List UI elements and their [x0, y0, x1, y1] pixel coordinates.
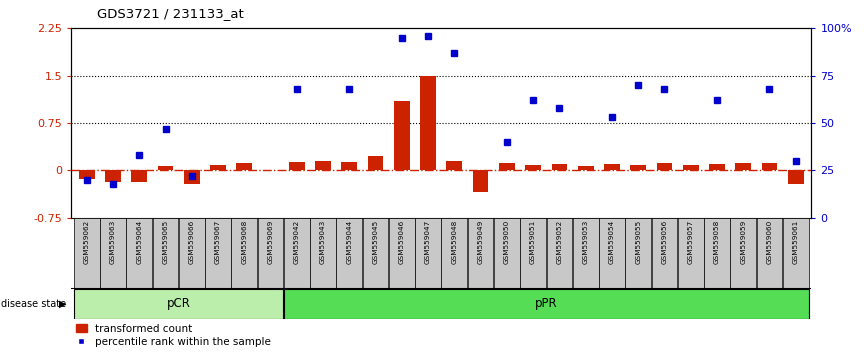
FancyBboxPatch shape: [389, 218, 415, 288]
Bar: [420, 76, 436, 170]
FancyBboxPatch shape: [442, 218, 468, 288]
FancyBboxPatch shape: [258, 218, 283, 288]
FancyBboxPatch shape: [126, 218, 152, 288]
Bar: [499, 163, 514, 170]
Bar: [604, 164, 620, 170]
Bar: [473, 170, 488, 193]
Bar: [132, 170, 147, 182]
Text: GSM559046: GSM559046: [399, 220, 404, 264]
Text: GSM559059: GSM559059: [740, 220, 746, 264]
Bar: [79, 170, 94, 178]
Bar: [315, 161, 331, 170]
Bar: [552, 164, 567, 170]
Text: GSM559048: GSM559048: [451, 220, 457, 264]
FancyBboxPatch shape: [678, 218, 703, 288]
FancyBboxPatch shape: [415, 218, 441, 288]
Bar: [289, 162, 305, 170]
Text: GSM559062: GSM559062: [84, 220, 90, 264]
Text: GSM559068: GSM559068: [242, 220, 248, 264]
FancyBboxPatch shape: [284, 289, 809, 319]
FancyBboxPatch shape: [152, 218, 178, 288]
Text: GSM559052: GSM559052: [556, 220, 562, 264]
Text: GSM559042: GSM559042: [294, 220, 300, 264]
Text: pPR: pPR: [535, 297, 558, 310]
FancyBboxPatch shape: [205, 218, 231, 288]
FancyBboxPatch shape: [546, 218, 572, 288]
FancyBboxPatch shape: [468, 218, 494, 288]
FancyBboxPatch shape: [704, 218, 730, 288]
Bar: [735, 163, 751, 170]
Bar: [341, 162, 357, 170]
Bar: [210, 165, 226, 170]
FancyBboxPatch shape: [100, 218, 126, 288]
FancyBboxPatch shape: [783, 218, 809, 288]
Text: pCR: pCR: [167, 297, 191, 310]
Text: GSM559054: GSM559054: [609, 220, 615, 264]
Text: GSM559064: GSM559064: [136, 220, 142, 264]
Text: GSM559043: GSM559043: [320, 220, 326, 264]
Text: ▶: ▶: [59, 298, 67, 309]
Text: GSM559051: GSM559051: [530, 220, 536, 264]
FancyBboxPatch shape: [284, 218, 310, 288]
FancyBboxPatch shape: [757, 218, 782, 288]
FancyBboxPatch shape: [599, 218, 624, 288]
Text: GSM559063: GSM559063: [110, 220, 116, 264]
Bar: [526, 165, 541, 170]
Text: GDS3721 / 231133_at: GDS3721 / 231133_at: [97, 7, 243, 20]
Legend: transformed count, percentile rank within the sample: transformed count, percentile rank withi…: [76, 324, 271, 347]
Bar: [630, 165, 646, 170]
Text: GSM559067: GSM559067: [215, 220, 221, 264]
Text: GSM559045: GSM559045: [372, 220, 378, 264]
Bar: [761, 163, 778, 170]
Text: GSM559058: GSM559058: [714, 220, 720, 264]
Text: GSM559044: GSM559044: [346, 220, 352, 264]
FancyBboxPatch shape: [231, 218, 257, 288]
Bar: [447, 161, 462, 170]
Bar: [394, 101, 410, 170]
Text: GSM559053: GSM559053: [583, 220, 589, 264]
FancyBboxPatch shape: [74, 289, 283, 319]
Text: GSM559066: GSM559066: [189, 220, 195, 264]
Bar: [368, 156, 384, 170]
FancyBboxPatch shape: [651, 218, 677, 288]
Bar: [709, 164, 725, 170]
FancyBboxPatch shape: [179, 218, 204, 288]
Text: GSM559061: GSM559061: [792, 220, 798, 264]
Text: GSM559056: GSM559056: [662, 220, 668, 264]
Text: GSM559065: GSM559065: [163, 220, 169, 264]
FancyBboxPatch shape: [625, 218, 651, 288]
Bar: [184, 170, 200, 184]
Bar: [578, 166, 593, 170]
Bar: [788, 170, 804, 184]
Bar: [236, 163, 252, 170]
Text: GSM559069: GSM559069: [268, 220, 274, 264]
Text: GSM559049: GSM559049: [478, 220, 483, 264]
Text: GSM559060: GSM559060: [766, 220, 772, 264]
FancyBboxPatch shape: [74, 218, 100, 288]
Bar: [682, 165, 699, 170]
FancyBboxPatch shape: [520, 218, 546, 288]
Text: GSM559057: GSM559057: [688, 220, 694, 264]
Bar: [656, 163, 672, 170]
Bar: [105, 170, 121, 182]
Bar: [158, 166, 173, 170]
FancyBboxPatch shape: [494, 218, 520, 288]
Text: GSM559047: GSM559047: [425, 220, 431, 264]
Text: GSM559055: GSM559055: [635, 220, 641, 264]
FancyBboxPatch shape: [730, 218, 756, 288]
Text: disease state: disease state: [1, 298, 66, 309]
FancyBboxPatch shape: [337, 218, 362, 288]
FancyBboxPatch shape: [310, 218, 336, 288]
FancyBboxPatch shape: [363, 218, 389, 288]
Text: GSM559050: GSM559050: [504, 220, 510, 264]
FancyBboxPatch shape: [572, 218, 598, 288]
